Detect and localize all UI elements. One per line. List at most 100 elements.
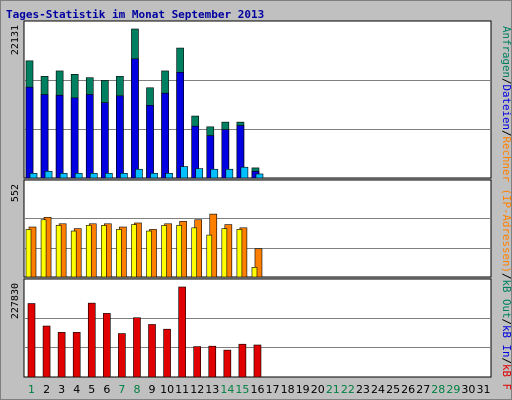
bar-dateien-day-3 bbox=[55, 94, 64, 179]
bar-out-day-12 bbox=[191, 227, 198, 278]
legend-entry: / bbox=[500, 357, 512, 364]
bar-kb-f-day-3 bbox=[57, 332, 66, 378]
x-tick-label-day-16: 16 bbox=[251, 383, 265, 396]
x-tick-label-day-14: 14 bbox=[220, 383, 234, 396]
bar-rechner-ip-adressen--day-16 bbox=[254, 248, 263, 278]
x-tick-label-day-10: 10 bbox=[160, 383, 174, 396]
bar-kb-f-day-12 bbox=[193, 346, 202, 378]
bar-kb-f-day-9 bbox=[148, 324, 156, 378]
bar-out-day-11 bbox=[176, 225, 182, 278]
bar-out-day-5 bbox=[85, 225, 92, 278]
bar-dateien-day-2 bbox=[40, 94, 49, 179]
bar-rechner-ip-adressen--day-13 bbox=[210, 168, 219, 179]
chart-panel-3: 227830 bbox=[10, 278, 492, 378]
bar-kb-f-day-11 bbox=[178, 286, 186, 378]
bar-dateien-day-12 bbox=[191, 125, 200, 179]
x-tick-label-day-7: 7 bbox=[118, 383, 125, 396]
bar-rechner-ip-adressen--day-5 bbox=[89, 172, 98, 179]
bar-rechner-ip-adressen--day-15 bbox=[240, 166, 249, 179]
legend-entry: kB Out bbox=[500, 279, 512, 318]
bar-out-day-16 bbox=[251, 267, 258, 278]
legend-entry: / bbox=[500, 130, 512, 137]
x-tick-label-day-12: 12 bbox=[190, 383, 204, 396]
x-tick-label-day-13: 13 bbox=[205, 383, 219, 396]
bar-rechner-ip-adressen--day-7 bbox=[120, 172, 128, 179]
legend-entry: kB In bbox=[500, 325, 512, 358]
legend-entry: kB F bbox=[500, 364, 512, 390]
x-tick-label-day-27: 27 bbox=[416, 383, 430, 396]
bar-rechner-ip-adressen--day-2 bbox=[44, 170, 53, 179]
bar-kb-f-day-2 bbox=[42, 325, 51, 378]
bar-rechner-ip-adressen--day-3 bbox=[59, 172, 68, 179]
bar-dateien-day-5 bbox=[85, 94, 94, 179]
legend-entry: / bbox=[500, 273, 512, 280]
bar-dateien-day-8 bbox=[131, 58, 139, 179]
bar-kb-f-day-7 bbox=[118, 333, 126, 378]
bar-rechner-ip-adressen--day-12 bbox=[195, 168, 204, 179]
legend-entry: Rechner (IP-Adressen) bbox=[500, 136, 512, 272]
x-tick-label-day-31: 31 bbox=[476, 383, 490, 396]
y-max-label: 227830 bbox=[10, 283, 21, 319]
x-tick-label-day-11: 11 bbox=[175, 383, 189, 396]
bar-out-day-1 bbox=[25, 229, 32, 278]
x-tick-label-day-30: 30 bbox=[461, 383, 475, 396]
bar-rechner-ip-adressen--day-11 bbox=[180, 166, 188, 179]
bar-dateien-day-11 bbox=[176, 71, 184, 179]
bar-kb-f-day-10 bbox=[163, 328, 171, 378]
x-tick-label-day-1: 1 bbox=[28, 383, 35, 396]
bar-dateien-day-14 bbox=[221, 129, 230, 179]
x-tick-label-day-26: 26 bbox=[401, 383, 415, 396]
bar-out-day-10 bbox=[161, 225, 167, 278]
bar-rechner-ip-adressen--day-6 bbox=[105, 172, 113, 179]
bar-dateien-day-9 bbox=[146, 104, 154, 179]
x-tick-label-day-15: 15 bbox=[235, 383, 249, 396]
x-tick-label-day-6: 6 bbox=[103, 383, 110, 396]
x-tick-label-day-25: 25 bbox=[386, 383, 400, 396]
legend-entry: Anfragen bbox=[500, 26, 512, 78]
bar-rechner-ip-adressen--day-14 bbox=[225, 168, 234, 179]
bar-dateien-day-7 bbox=[116, 95, 124, 179]
bar-dateien-day-6 bbox=[101, 102, 109, 179]
chart-title: Tages-Statistik im Monat September 2013 bbox=[6, 8, 265, 21]
x-tick-label-day-24: 24 bbox=[371, 383, 385, 396]
bar-kb-f-day-4 bbox=[72, 332, 81, 378]
bar-out-day-3 bbox=[55, 225, 62, 278]
bar-out-day-6 bbox=[101, 225, 107, 278]
x-tick-label-day-28: 28 bbox=[431, 383, 445, 396]
bar-out-day-7 bbox=[116, 229, 122, 278]
x-tick-label-day-5: 5 bbox=[88, 383, 95, 396]
x-tick-label-day-23: 23 bbox=[356, 383, 370, 396]
x-tick-label-day-29: 29 bbox=[446, 383, 460, 396]
x-tick-label-day-19: 19 bbox=[296, 383, 310, 396]
legend-entry: / bbox=[500, 318, 512, 325]
bar-dateien-day-13 bbox=[206, 135, 215, 179]
legend-entry: / bbox=[500, 78, 512, 85]
bar-kb-f-day-1 bbox=[27, 303, 36, 378]
x-tick-label-day-2: 2 bbox=[43, 383, 50, 396]
bar-dateien-day-1 bbox=[25, 86, 34, 179]
x-tick-label-day-4: 4 bbox=[73, 383, 80, 396]
bar-out-day-8 bbox=[131, 224, 137, 278]
bar-dateien-day-4 bbox=[70, 97, 79, 179]
y-max-label: 552 bbox=[10, 184, 21, 202]
bar-rechner-ip-adressen--day-4 bbox=[74, 172, 83, 179]
bar-rechner-ip-adressen--day-1 bbox=[29, 172, 38, 179]
bar-out-day-15 bbox=[236, 229, 243, 278]
bar-kb-f-day-16 bbox=[253, 344, 262, 378]
bar-rechner-ip-adressen--day-8 bbox=[135, 168, 143, 179]
bar-rechner-ip-adressen--day-9 bbox=[150, 172, 158, 179]
x-tick-label-day-21: 21 bbox=[326, 383, 340, 396]
bar-kb-f-day-14 bbox=[223, 349, 232, 378]
bar-dateien-day-10 bbox=[161, 92, 169, 179]
y-max-label: 22131 bbox=[10, 25, 21, 55]
bar-out-day-9 bbox=[146, 230, 152, 278]
bar-out-day-4 bbox=[70, 230, 77, 278]
legend-entry: Dateien bbox=[500, 84, 512, 129]
bar-kb-f-day-5 bbox=[87, 302, 96, 378]
bar-kb-f-day-13 bbox=[208, 345, 217, 378]
x-tick-label-day-9: 9 bbox=[149, 383, 156, 396]
chart-panel-1: 22131 bbox=[10, 20, 492, 179]
x-tick-label-day-3: 3 bbox=[58, 383, 65, 396]
x-tick-label-day-17: 17 bbox=[266, 383, 280, 396]
